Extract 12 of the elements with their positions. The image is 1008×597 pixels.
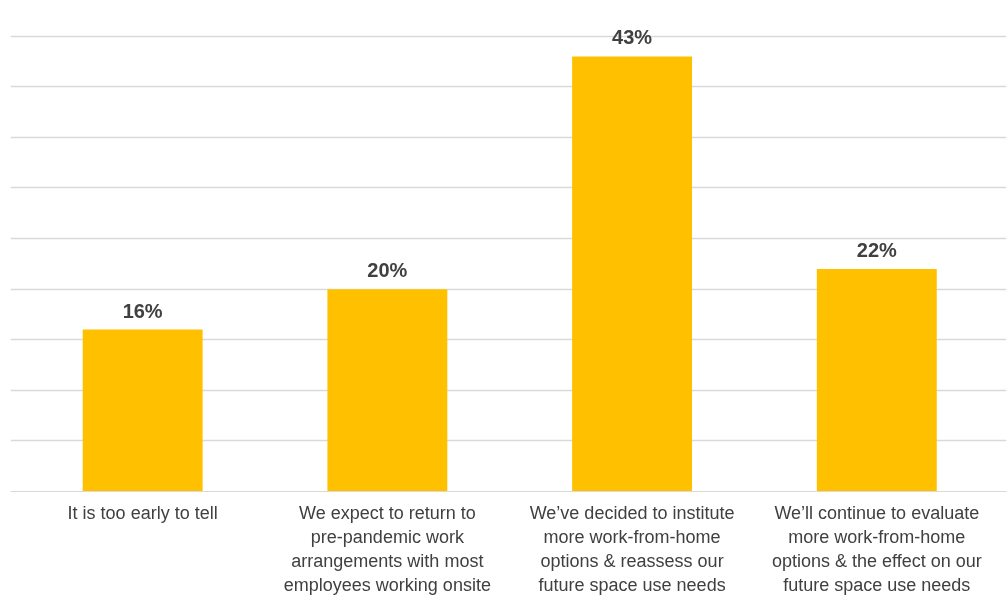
x-tick-label: We’ve decided to institute more work-from-home options & reassess our future space use needs	[529, 502, 735, 595]
data-label: 43%	[612, 26, 653, 49]
bar	[572, 56, 693, 492]
data-label: 22%	[856, 238, 898, 261]
x-tick-label: We’ll continue to evaluate more work-from-home options & the effect on our future space use needs	[771, 502, 982, 595]
data-label: 20%	[367, 259, 408, 282]
data-label: 16%	[122, 299, 163, 322]
x-tick-label: We expect to return to pre-pandemic work arrangements with most employees working onsite	[283, 502, 491, 595]
x-tick-label: It is too early to tell	[67, 502, 218, 523]
bar	[327, 289, 448, 492]
bar	[816, 268, 937, 492]
bar	[82, 329, 203, 492]
